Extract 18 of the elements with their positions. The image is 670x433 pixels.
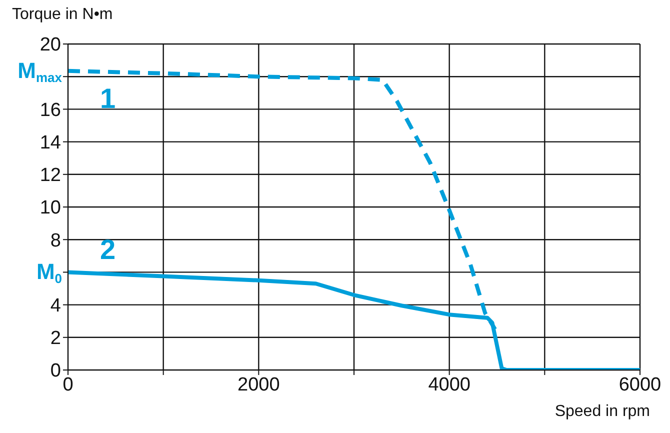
y-tick-label: 20 bbox=[40, 34, 61, 56]
y-tick-label: 10 bbox=[40, 198, 61, 219]
y-tick-label: 16 bbox=[40, 100, 61, 121]
x-tick-label: 6000 bbox=[618, 374, 662, 396]
series-label: 2 bbox=[100, 234, 116, 266]
annotation: M$_{0}$ bbox=[36, 259, 62, 286]
y-tick-label: 0 bbox=[50, 360, 61, 382]
y-tick-label: 14 bbox=[40, 132, 62, 154]
annotation: M$_{max}$ bbox=[18, 58, 62, 85]
x-axis-title: Speed in rpm bbox=[554, 403, 650, 421]
y-tick-label: 8 bbox=[50, 230, 61, 252]
x-tick-label: 4000 bbox=[428, 374, 470, 396]
y-tick-label: 12 bbox=[40, 165, 61, 186]
series-label: 1 bbox=[100, 82, 116, 114]
y-tick-label: 2 bbox=[50, 328, 61, 350]
y-axis-title: Torque in N•m bbox=[12, 6, 113, 24]
y-tick-label: 4 bbox=[50, 296, 62, 317]
x-tick-label: 2000 bbox=[238, 374, 280, 396]
